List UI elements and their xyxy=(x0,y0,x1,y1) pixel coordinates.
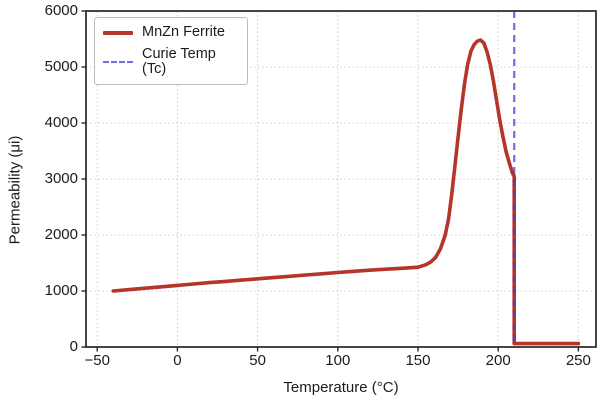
dashed-line-swatch-icon xyxy=(103,61,133,63)
y-axis-label: Permeability (μi) xyxy=(6,135,24,245)
y-tick-label: 4000 xyxy=(44,114,78,131)
x-tick-label: 0 xyxy=(173,352,182,369)
legend-label-mnzn-ferrite: MnZn Ferrite xyxy=(142,24,225,40)
y-tick-label: 3000 xyxy=(44,170,78,187)
legend-item-curie-temp: Curie Temp (Tc) xyxy=(103,47,237,77)
legend-label-curie-temp: Curie Temp (Tc) xyxy=(142,46,216,77)
x-tick-label: 100 xyxy=(325,352,351,369)
x-tick-label: −50 xyxy=(84,352,110,369)
y-tick-label: 2000 xyxy=(44,226,78,243)
y-tick-label: 0 xyxy=(69,338,78,355)
legend: MnZn Ferrite Curie Temp (Tc) xyxy=(94,17,248,85)
x-tick-label: 250 xyxy=(565,352,591,369)
y-tick-label: 5000 xyxy=(44,58,78,75)
x-axis-label: Temperature (°C) xyxy=(283,379,399,396)
solid-line-swatch-icon xyxy=(103,30,133,35)
legend-item-mnzn-ferrite: MnZn Ferrite xyxy=(103,25,237,40)
x-tick-label: 50 xyxy=(249,352,266,369)
y-tick-label: 6000 xyxy=(44,2,78,19)
x-tick-label: 200 xyxy=(485,352,511,369)
y-tick-label: 1000 xyxy=(44,282,78,299)
x-tick-label: 150 xyxy=(405,352,431,369)
